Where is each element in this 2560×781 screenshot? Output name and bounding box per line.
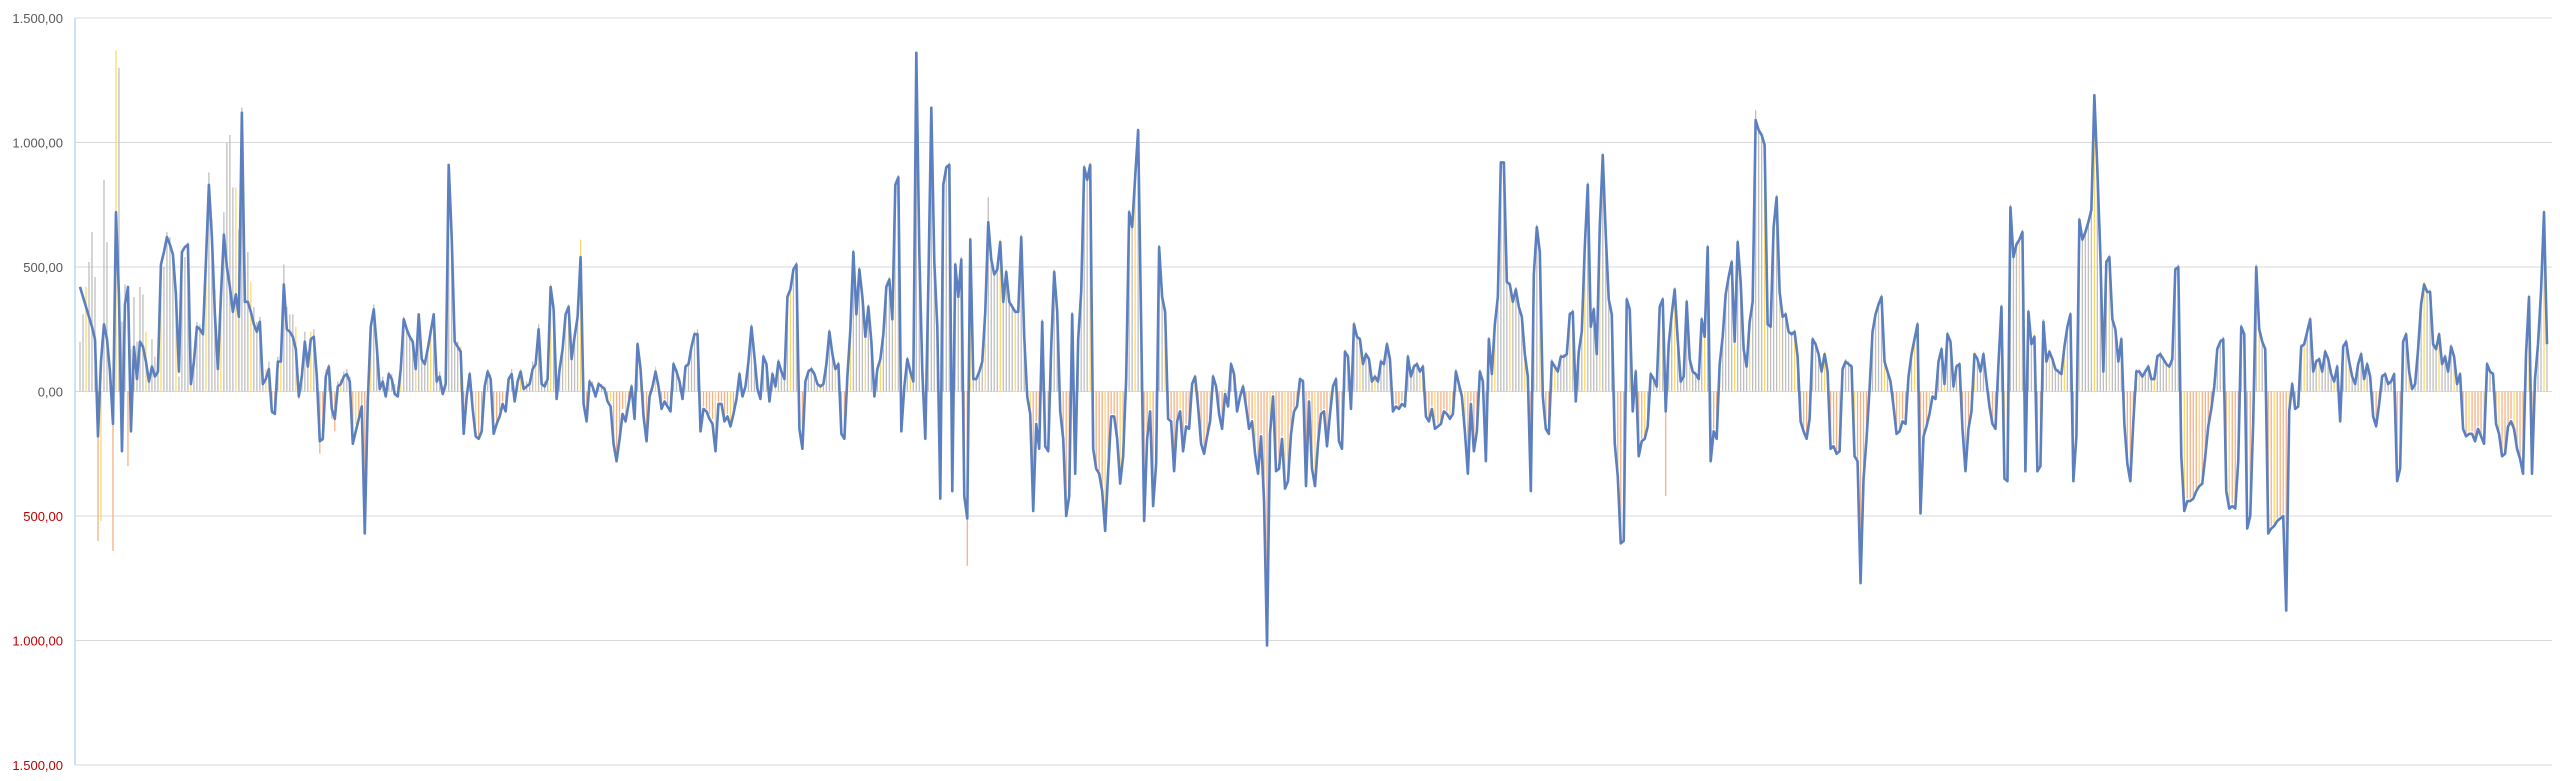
y-tick-label: 1.000,00: [12, 136, 63, 151]
y-axis: 1.500,00 1.000,00 500,00 0,00 500,00 1.000,00…: [12, 11, 76, 773]
y-tick-label: 500,00: [23, 509, 63, 524]
series-line: [78, 51, 2549, 647]
y-tick-label: 500,00: [23, 260, 63, 275]
y-tick-label: 1.500,00: [12, 11, 63, 26]
line-series: [78, 51, 2549, 647]
y-tick-label: 1.000,00: [12, 634, 63, 649]
y-tick-label: 0,00: [38, 385, 63, 400]
bar-series: [79, 50, 2548, 643]
y-tick-label: 1.500,00: [12, 758, 63, 773]
